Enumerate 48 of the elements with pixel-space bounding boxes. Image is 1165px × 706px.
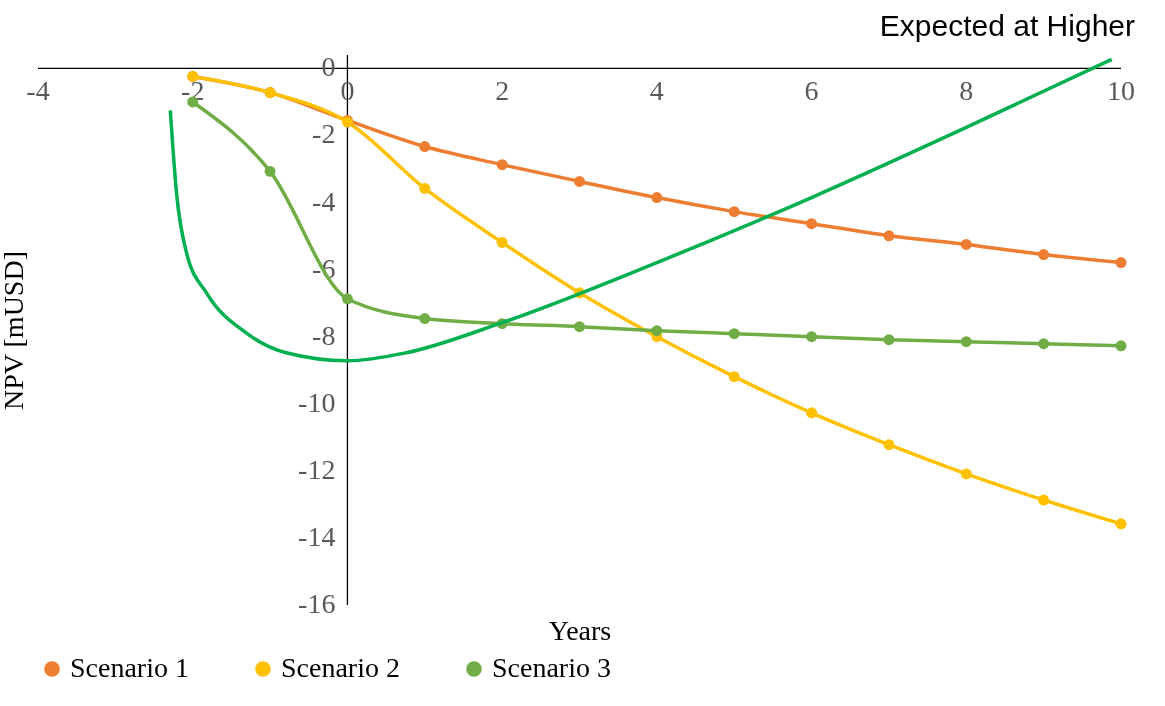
point <box>496 237 508 248</box>
point <box>419 141 431 153</box>
point <box>1038 494 1050 506</box>
y-axis-title: NPV [mUSD] <box>0 251 29 410</box>
point <box>264 165 276 177</box>
point <box>1115 257 1127 269</box>
y-tick-label: -2 <box>312 118 336 150</box>
point <box>651 325 663 337</box>
point <box>960 468 972 480</box>
legend-label: Scenario 3 <box>492 652 611 683</box>
point <box>574 175 585 187</box>
x-tick-label: 10 <box>1107 75 1135 107</box>
y-tick-label: -4 <box>312 185 336 217</box>
y-tick-label: -12 <box>298 453 336 485</box>
point <box>728 371 740 383</box>
point <box>806 218 818 230</box>
point <box>1038 338 1050 350</box>
point <box>806 407 818 419</box>
point <box>728 328 740 340</box>
chart-title: Expected at Higher <box>879 9 1135 43</box>
point <box>1038 249 1050 261</box>
point <box>574 321 585 333</box>
point <box>883 230 895 242</box>
point <box>883 334 895 346</box>
x-tick-label: 6 <box>804 75 819 107</box>
y-tick-label: -8 <box>312 319 336 351</box>
legend-label: Scenario 1 <box>70 652 189 683</box>
point <box>341 293 353 305</box>
x-axis-title: Years <box>548 614 612 646</box>
point <box>1115 340 1127 352</box>
y-tick-label: -14 <box>298 520 336 552</box>
point <box>496 159 508 171</box>
point <box>1115 518 1127 530</box>
x-tick-label: -4 <box>26 75 50 107</box>
point <box>419 313 431 325</box>
point <box>883 439 895 451</box>
x-tick-label: 2 <box>495 75 510 107</box>
point <box>960 336 972 348</box>
y-tick-label: -10 <box>298 386 336 418</box>
point <box>806 331 818 343</box>
x-tick-label: 8 <box>959 75 974 107</box>
y-tick-label: -16 <box>298 588 336 619</box>
legend-label: Scenario 2 <box>281 652 400 683</box>
point <box>651 192 663 203</box>
point <box>960 239 972 250</box>
point <box>419 183 431 194</box>
point <box>728 206 740 218</box>
x-tick-label: 4 <box>649 75 664 107</box>
